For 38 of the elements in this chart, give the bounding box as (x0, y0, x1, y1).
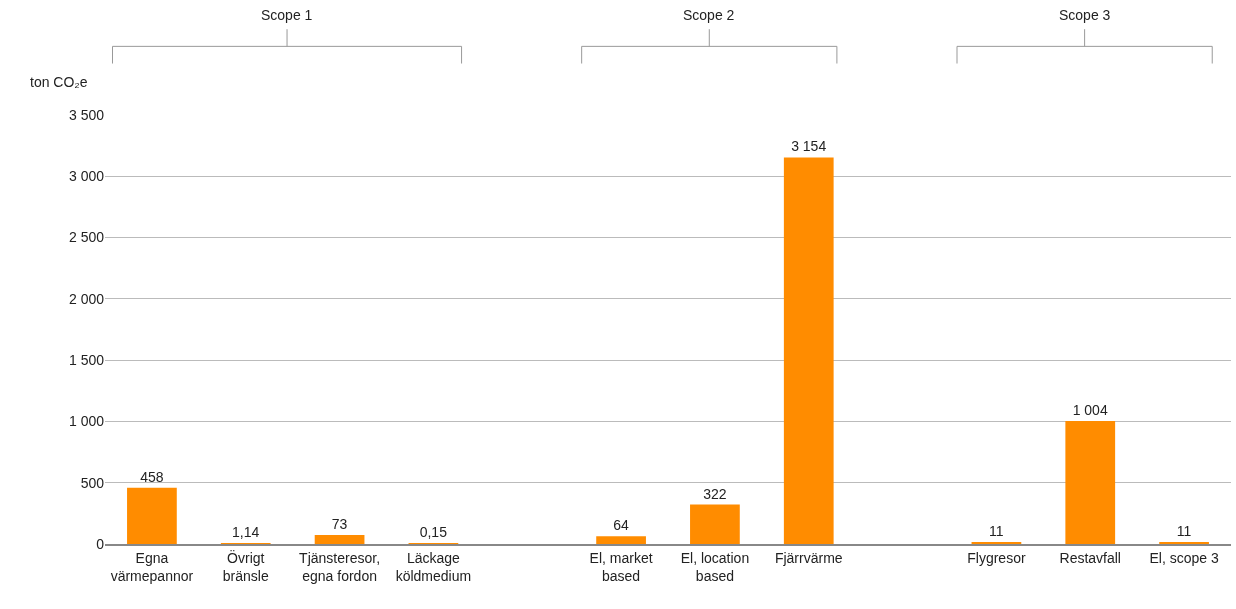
y-tick-label: 3 000 (68, 168, 105, 185)
data-label: 3 154 (791, 138, 827, 155)
text: Scope 3 (1059, 7, 1111, 23)
data-label: 0,15 (419, 524, 448, 540)
x-tick-label: Restavfall (1059, 549, 1121, 566)
x-tick-label: Tjänsteresor, egna fordon (299, 549, 381, 584)
y-tick-label: 1 500 (68, 352, 105, 369)
bar (314, 535, 365, 544)
bar (1065, 420, 1116, 544)
bar (690, 504, 740, 544)
x-tick-label: Flygresor (967, 549, 1026, 566)
data-label: 73 (331, 516, 348, 533)
data-label: 64 (613, 517, 629, 534)
x-tick-label: El, location based (680, 549, 750, 584)
bar (783, 157, 834, 544)
x-tick-label: Fjärrvärme (774, 549, 843, 566)
text: Scope 2 (683, 7, 735, 23)
bar (127, 487, 177, 544)
data-label: 11 (989, 523, 1004, 539)
data-label: 458 (140, 468, 164, 485)
data-label: 11 (1176, 523, 1192, 539)
y-tick-label: 3 500 (68, 106, 105, 123)
x-tick-label: Egna värmepannor (110, 549, 194, 584)
y-tick-label: 2 000 (68, 290, 105, 307)
y-tick-label: 1 000 (68, 413, 105, 430)
x-tick-label: Övrigt bränsle (222, 548, 269, 584)
y-tick-label: 2 500 (68, 229, 105, 246)
y-axis-title: ton CO₂e (30, 74, 88, 90)
x-tick-label: El, scope 3 (1149, 549, 1219, 566)
y-tick-label: 0 (96, 535, 105, 552)
y-tick-label: 500 (80, 474, 105, 491)
data-label: 322 (703, 485, 727, 502)
text: Scope 1 (261, 7, 313, 23)
x-tick-label: Läckage köldmedium (395, 549, 472, 584)
x-tick-label: El, market based (589, 549, 653, 584)
bar (596, 536, 646, 544)
data-label: 1,14 (232, 524, 260, 540)
data-label: 1 004 (1072, 401, 1108, 418)
